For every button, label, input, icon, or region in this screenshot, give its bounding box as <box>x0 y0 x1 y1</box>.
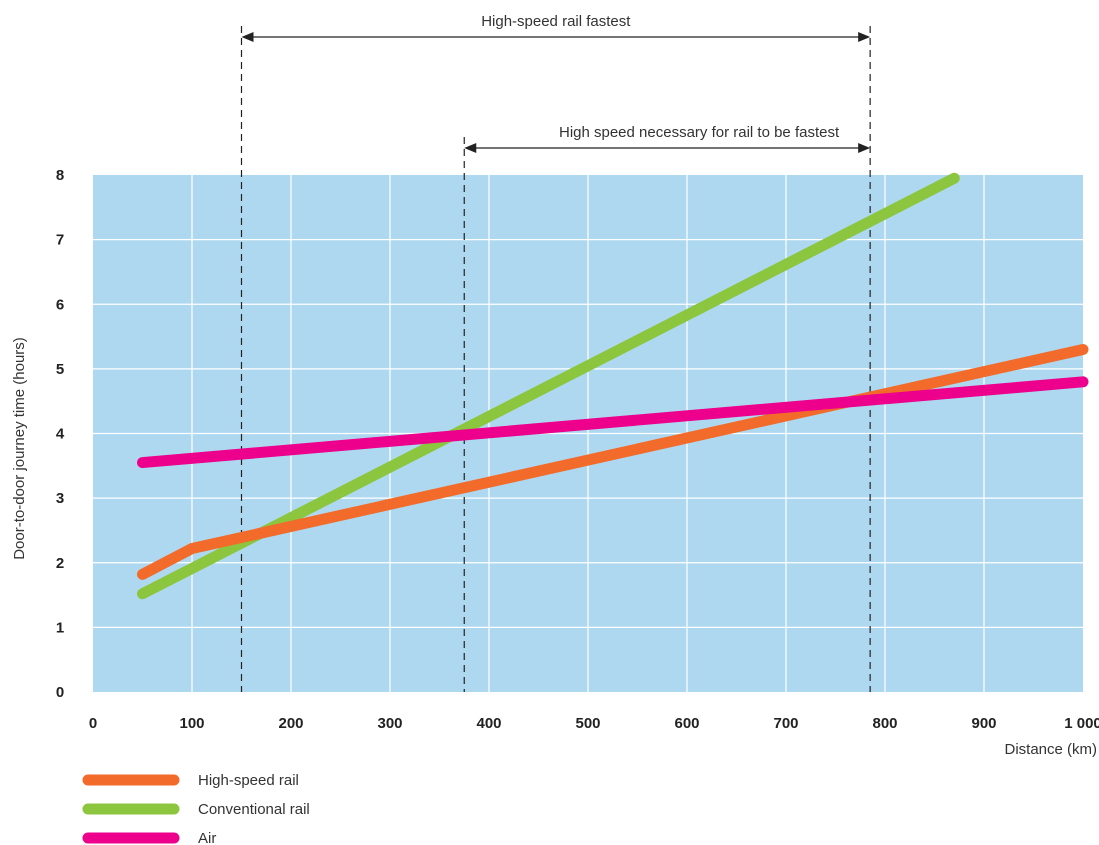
x-tick-label: 0 <box>89 715 97 732</box>
arrowhead-right <box>858 32 871 42</box>
x-tick-label: 900 <box>971 715 996 732</box>
y-tick-label: 0 <box>56 684 64 701</box>
x-tick-label: 400 <box>476 715 501 732</box>
x-tick-label: 700 <box>773 715 798 732</box>
y-tick-label: 2 <box>56 555 64 572</box>
y-axis-label: Door-to-door journey time (hours) <box>11 337 28 560</box>
arrowhead-left <box>464 143 477 153</box>
series-lines <box>137 172 1089 600</box>
legend-label: High-speed rail <box>198 772 299 789</box>
y-tick-label: 4 <box>56 426 65 443</box>
y-tick-label: 8 <box>56 167 64 184</box>
y-tick-label: 6 <box>56 296 64 313</box>
x-tick-label: 1 000 <box>1064 715 1099 732</box>
arrowhead-right <box>858 143 871 153</box>
annotation-label: High speed necessary for rail to be fast… <box>559 124 840 141</box>
legend: High-speed rail Conventional rail Air <box>82 772 310 845</box>
x-tick-label: 200 <box>278 715 303 732</box>
x-tick-label: 800 <box>872 715 897 732</box>
x-tick-label: 300 <box>377 715 402 732</box>
series-line <box>137 376 1089 469</box>
annotation-label: High-speed rail fastest <box>481 13 631 30</box>
series-line <box>137 343 1089 580</box>
annotations: High-speed rail fastest High speed necess… <box>241 13 871 153</box>
y-tick-label: 3 <box>56 490 64 507</box>
arrowhead-left <box>241 32 254 42</box>
legend-label: Air <box>198 830 216 845</box>
y-tick-label: 1 <box>56 619 64 636</box>
x-tick-label: 500 <box>575 715 600 732</box>
annotation-guides <box>240 26 871 692</box>
y-tick-labels: 0 1 2 3 4 5 6 7 8 <box>56 167 65 701</box>
y-tick-label: 7 <box>56 232 64 249</box>
x-tick-labels: 0 100 200 300 400 500 600 700 800 900 1 000 <box>89 715 1099 732</box>
x-axis-label: Distance (km) <box>1004 741 1097 758</box>
x-tick-label: 100 <box>179 715 204 732</box>
legend-label: Conventional rail <box>198 801 310 818</box>
x-tick-label: 600 <box>674 715 699 732</box>
y-tick-label: 5 <box>56 361 64 378</box>
